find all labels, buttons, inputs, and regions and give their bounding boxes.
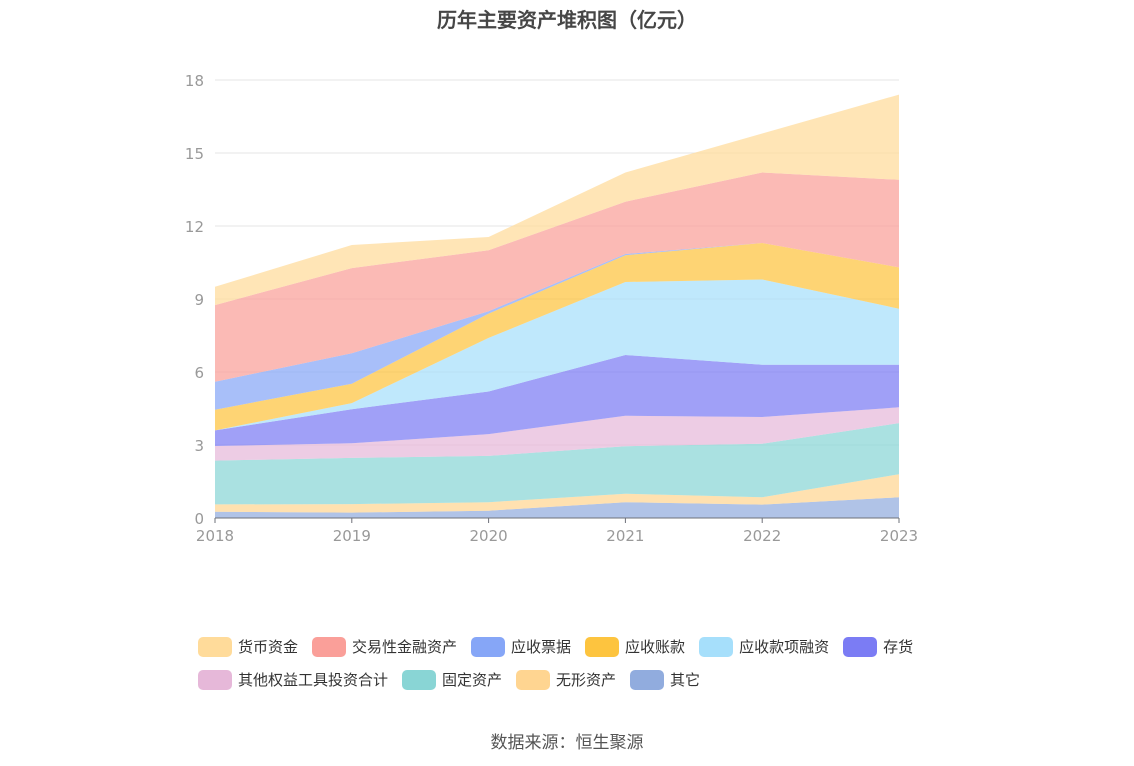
legend-swatch [516,669,551,690]
legend-swatch [471,636,506,657]
legend-item[interactable]: 交易性金融资产 [312,636,457,657]
legend-label: 应收账款 [625,638,686,656]
y-tick-label: 15 [185,145,204,163]
area-固定资产 [215,423,899,505]
x-tick-label: 2020 [470,527,508,545]
legend-item[interactable]: 应收账款 [585,636,685,657]
legend-label: 无形资产 [556,671,617,689]
legend-item[interactable]: 其它 [630,669,700,690]
area-应收账款 [215,243,899,431]
legend-item[interactable]: 存货 [843,636,913,657]
x-tick-label: 2021 [606,527,644,545]
area-其他权益工具投资合计 [215,407,899,461]
legend-row: 其他权益工具投资合计 固定资产 无形资产 其它 [198,663,958,696]
area-无形资产 [215,474,899,513]
x-tick-label: 2022 [743,527,781,545]
legend-item[interactable]: 应收票据 [471,636,571,657]
data-source: 数据来源：恒生聚源 [490,733,644,753]
legend-swatch [585,636,620,657]
legend-label: 货币资金 [238,638,299,656]
legend-label: 应收票据 [511,638,572,656]
legend-label: 应收款项融资 [739,638,830,656]
y-tick-label: 3 [194,437,204,455]
legend-swatch [198,636,232,657]
legend-item[interactable]: 应收款项融资 [699,636,829,657]
legend-item[interactable]: 无形资产 [516,669,616,690]
area-存货 [215,355,899,446]
chart-title: 历年主要资产堆积图（亿元） [437,8,697,32]
area-其它 [215,497,899,518]
legend-label: 交易性金融资产 [352,638,458,656]
legend-label: 其它 [670,671,701,689]
y-tick-label: 6 [194,364,204,382]
y-tick-label: 0 [194,510,204,528]
x-tick-label: 2023 [880,527,918,545]
legend-swatch [198,669,232,690]
legend-swatch [312,636,347,657]
legend-item[interactable]: 货币资金 [198,636,298,657]
legend-row: 货币资金 交易性金融资产 应收票据 应收账款 应收款项融资 存货 [198,630,958,663]
area-应收款项融资 [215,279,899,431]
legend: 货币资金 交易性金融资产 应收票据 应收账款 应收款项融资 存货其他权益工具投资合计 固定资… [198,630,958,696]
y-tick-label: 18 [185,72,204,90]
y-tick-label: 12 [185,218,204,236]
legend-swatch [843,636,878,657]
legend-label: 其他权益工具投资合计 [238,671,389,689]
area-交易性金融资产 [215,172,899,382]
x-tick-label: 2018 [196,527,234,545]
legend-swatch [402,669,437,690]
legend-item[interactable]: 固定资产 [402,669,502,690]
legend-item[interactable]: 其他权益工具投资合计 [198,669,388,690]
area-货币资金 [215,94,899,306]
area-series [215,94,899,518]
y-tick-label: 9 [194,291,204,309]
legend-label: 存货 [883,638,914,656]
legend-label: 固定资产 [442,671,503,689]
legend-swatch [699,636,734,657]
legend-swatch [630,669,665,690]
axes: 0 3 6 9 12 15 18 2018 2019 2020 2021 2022 2023 [185,72,918,545]
area-应收票据 [215,243,899,410]
x-tick-label: 2019 [333,527,371,545]
